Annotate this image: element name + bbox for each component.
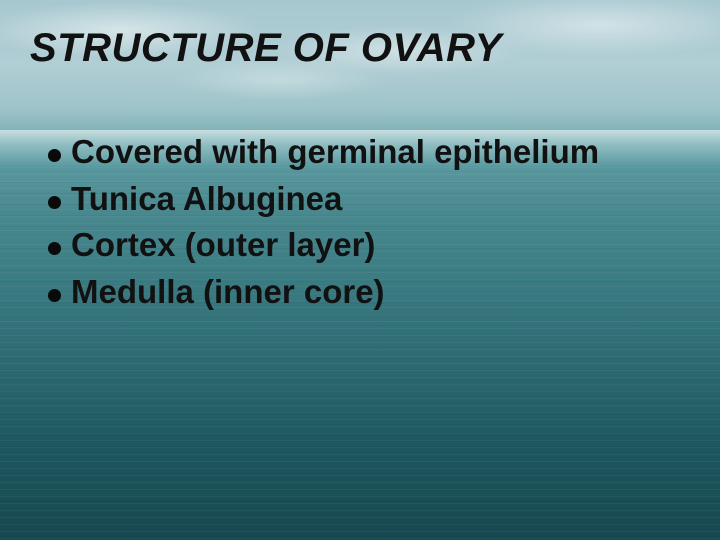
bullet-list: Covered with germinal epithelium Tunica … — [48, 130, 660, 316]
list-item: Covered with germinal epithelium — [48, 130, 660, 175]
bullet-icon — [48, 196, 61, 209]
list-item: Medulla (inner core) — [48, 270, 660, 315]
bullet-text: Tunica Albuginea — [71, 177, 342, 222]
bullet-text: Cortex (outer layer) — [71, 223, 375, 268]
bullet-icon — [48, 289, 61, 302]
slide: STRUCTURE OF OVARY Covered with germinal… — [0, 0, 720, 540]
bullet-icon — [48, 149, 61, 162]
slide-title: STRUCTURE OF OVARY — [30, 26, 690, 71]
list-item: Tunica Albuginea — [48, 177, 660, 222]
bullet-icon — [48, 242, 61, 255]
bullet-text: Medulla (inner core) — [71, 270, 385, 315]
list-item: Cortex (outer layer) — [48, 223, 660, 268]
bullet-text: Covered with germinal epithelium — [71, 130, 599, 175]
